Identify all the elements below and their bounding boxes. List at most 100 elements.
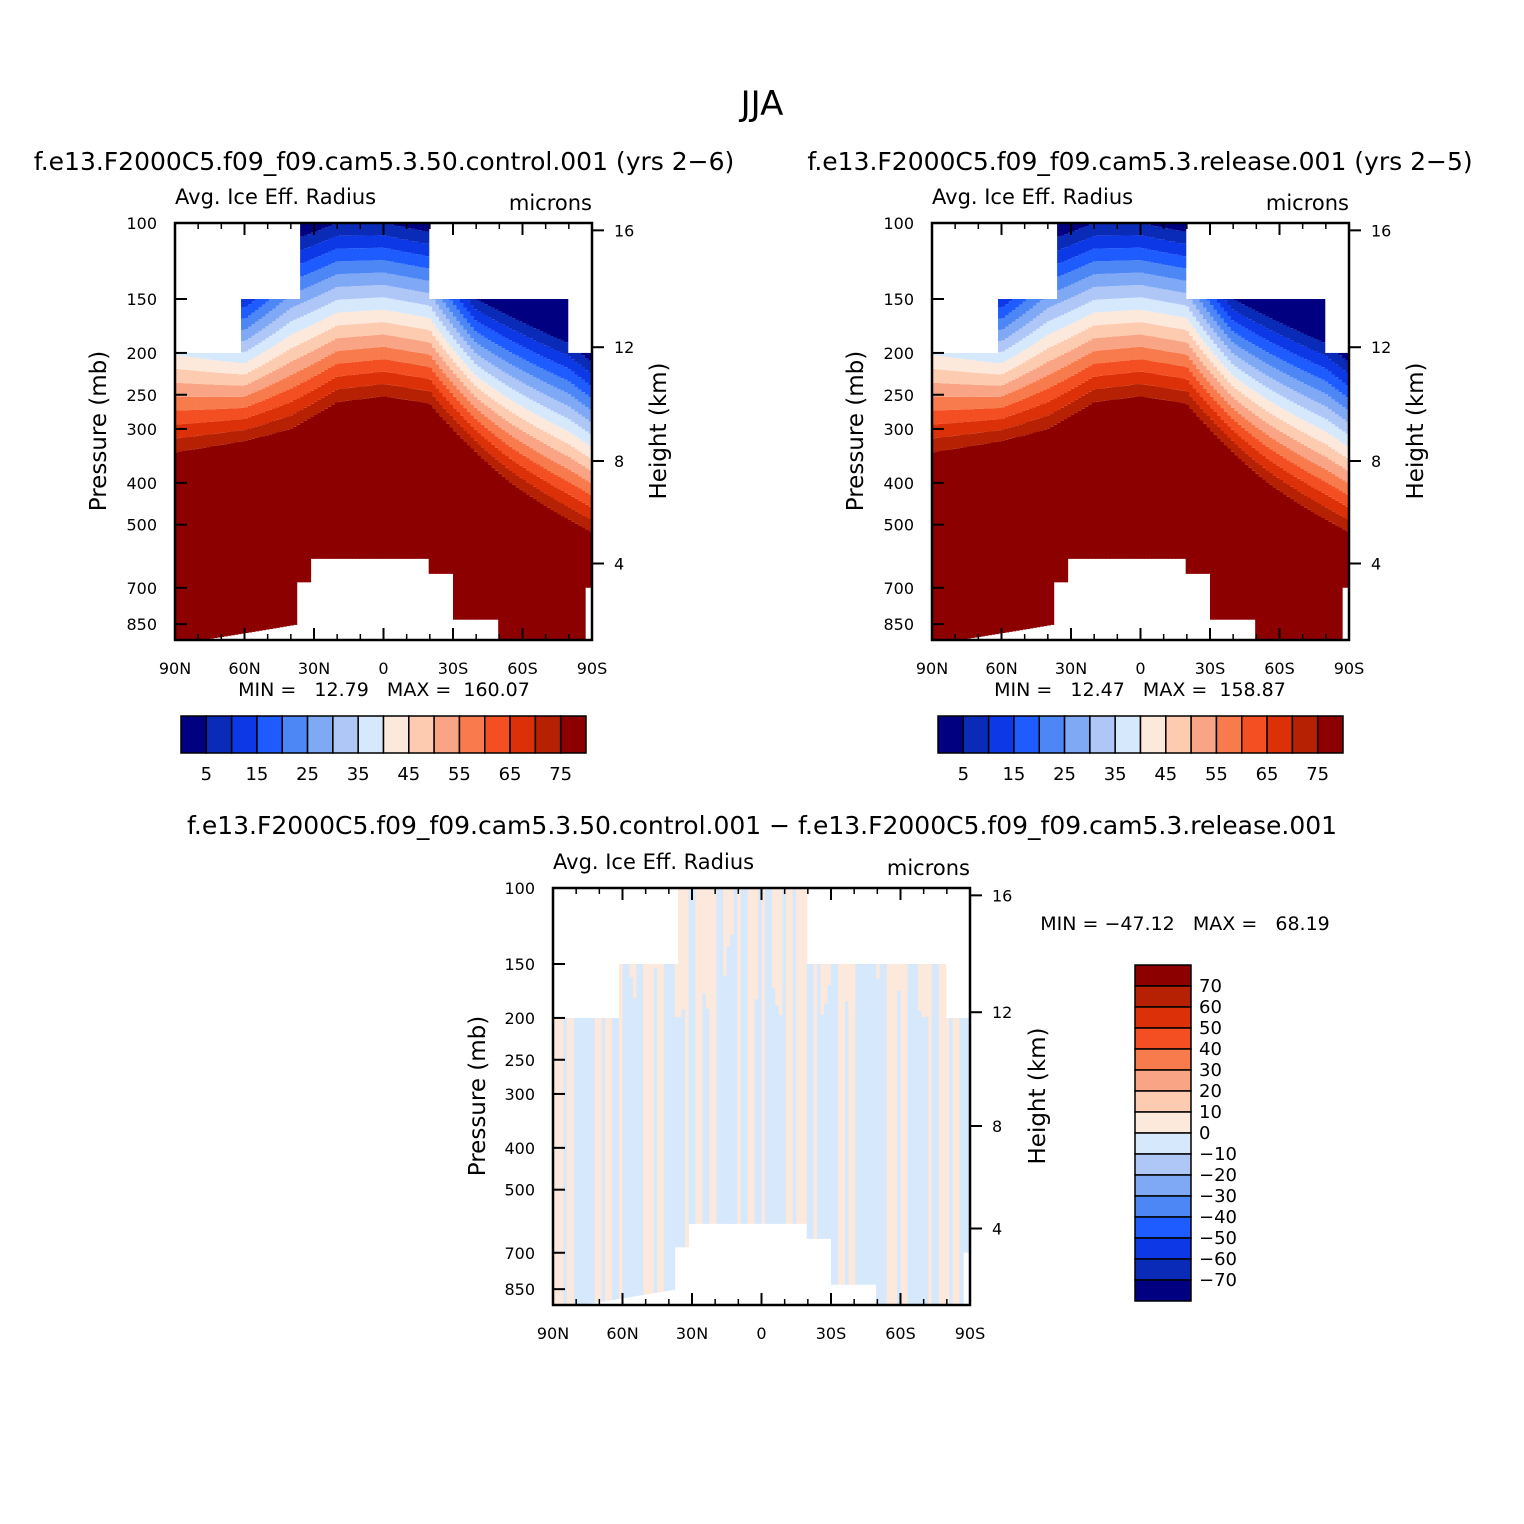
contour-band xyxy=(1192,400,1197,413)
contour-band xyxy=(1102,324,1107,338)
contour-band xyxy=(1091,287,1096,301)
contour-band xyxy=(1303,334,1308,347)
contour-band xyxy=(254,391,260,404)
contour-band xyxy=(1060,394,1065,408)
contour-band xyxy=(505,361,510,374)
contour-band xyxy=(1032,343,1037,357)
contour-band xyxy=(411,265,416,279)
contour-band xyxy=(1185,392,1190,405)
contour-band xyxy=(414,223,419,230)
contour-band xyxy=(1338,465,1343,479)
contour-band xyxy=(1133,359,1138,373)
contour-band xyxy=(1220,352,1225,364)
contour-band xyxy=(487,362,492,375)
contour-band xyxy=(1321,518,1326,640)
contour-band xyxy=(1269,365,1274,378)
contour-band xyxy=(1147,360,1152,373)
contour-band xyxy=(1036,367,1041,381)
contour-band xyxy=(501,418,506,430)
colorbar-label: −50 xyxy=(1199,1228,1237,1249)
contour-band xyxy=(1276,417,1281,430)
contour-band xyxy=(578,414,583,427)
contour-band xyxy=(1185,404,1190,574)
contour-band xyxy=(1272,427,1277,440)
contour-band xyxy=(418,230,423,243)
contour-band xyxy=(282,365,287,379)
contour-band xyxy=(317,223,322,231)
contour-band xyxy=(1321,442,1326,456)
contour-band xyxy=(588,352,592,361)
contour-band xyxy=(1310,387,1315,400)
x-tick-label: 90S xyxy=(955,1324,986,1343)
contour-band xyxy=(341,248,346,262)
contour-band xyxy=(1272,367,1277,380)
contour-band xyxy=(525,337,531,350)
contour-band xyxy=(477,422,482,434)
colorbar-label: 75 xyxy=(549,764,572,785)
contour-band xyxy=(1227,415,1232,427)
contour-band xyxy=(282,299,287,301)
contour-band xyxy=(310,298,315,312)
contour-band xyxy=(1276,357,1281,370)
contour-band xyxy=(428,379,433,393)
contour-band xyxy=(1230,299,1235,310)
contour-band xyxy=(1133,235,1138,248)
panel-release: f.e13.F2000C5.f09_f09.cam5.3.release.001… xyxy=(807,147,1472,785)
y-tick-label: 150 xyxy=(883,290,914,309)
contour-band xyxy=(1084,238,1089,252)
contour-band xyxy=(1317,516,1322,640)
contour-band xyxy=(1074,308,1079,322)
contour-band xyxy=(855,964,860,1285)
contour-band xyxy=(230,373,235,386)
contour-band xyxy=(966,384,971,397)
contour-band xyxy=(449,299,454,301)
contour-band xyxy=(1018,316,1023,329)
contour-band xyxy=(515,367,520,380)
contour-band xyxy=(942,383,947,397)
contour-band xyxy=(331,340,336,354)
contour-band xyxy=(1168,351,1173,365)
contour-band xyxy=(241,318,246,330)
y-tick-label: 150 xyxy=(504,955,535,974)
contour-band xyxy=(449,416,454,428)
contour-band xyxy=(1077,254,1083,268)
contour-band xyxy=(998,385,1003,397)
contour-band xyxy=(421,353,426,366)
contour-band xyxy=(1296,466,1301,479)
contour-band xyxy=(1171,327,1176,341)
contour-band xyxy=(1130,397,1135,559)
contour-band xyxy=(910,964,915,1305)
contour-band xyxy=(480,402,485,414)
contour-band xyxy=(1328,384,1333,397)
contour-band xyxy=(539,405,544,418)
contour-band xyxy=(984,361,989,374)
colorbar-box xyxy=(205,715,233,754)
contour-band xyxy=(334,274,339,288)
contour-band xyxy=(994,419,999,431)
colorbar-box xyxy=(357,715,385,754)
contour-band xyxy=(1335,377,1340,390)
contour-band xyxy=(525,494,531,640)
contour-band xyxy=(949,383,954,397)
contour-band xyxy=(1046,388,1051,402)
contour-band xyxy=(303,275,308,289)
contour-band xyxy=(418,254,423,268)
contour-band xyxy=(404,252,409,265)
contour-band xyxy=(959,1017,964,1305)
contour-band xyxy=(1213,389,1218,401)
contour-band xyxy=(1098,388,1103,402)
contour-band xyxy=(477,322,482,334)
contour-band xyxy=(362,248,367,261)
contour-band xyxy=(674,964,679,1018)
contour-band xyxy=(1345,445,1349,459)
contour-band xyxy=(1022,386,1027,399)
contour-band xyxy=(1102,261,1107,274)
contour-band xyxy=(366,348,371,361)
contour-band xyxy=(352,311,357,325)
contour-band xyxy=(1230,320,1235,332)
contour-band xyxy=(1074,256,1079,270)
contour-band xyxy=(1317,403,1322,416)
contour-band xyxy=(775,888,780,1224)
contour-band xyxy=(1095,376,1100,389)
contour-band xyxy=(525,385,531,398)
